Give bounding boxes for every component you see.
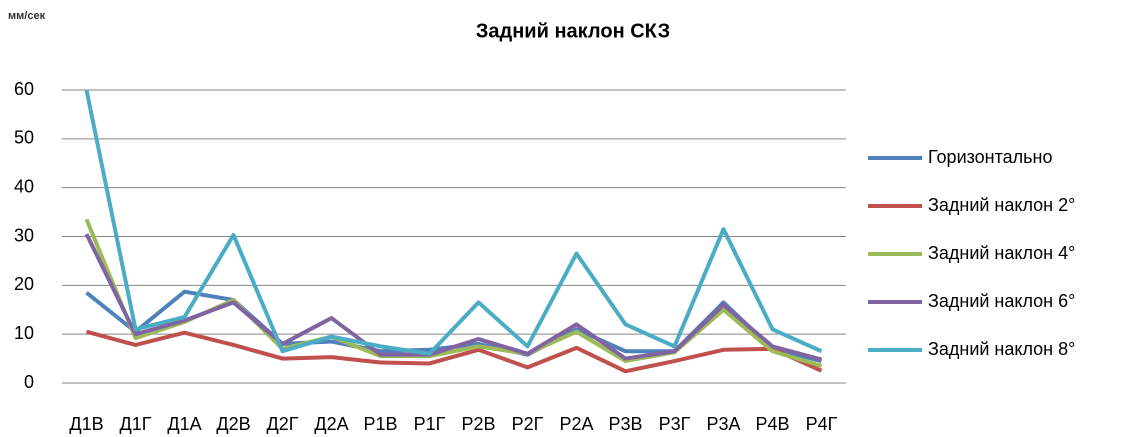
legend-label: Задний наклон 6° xyxy=(928,291,1075,311)
x-tick-label: Д1Г xyxy=(120,414,152,434)
y-tick-label: 30 xyxy=(14,225,34,245)
x-tick-label: Д1А xyxy=(167,414,201,434)
x-tick-label: Р3В xyxy=(608,414,642,434)
x-tick-label: Р3Г xyxy=(659,414,691,434)
x-tick-label: Р2А xyxy=(559,414,593,434)
x-tick-label: Д1В xyxy=(69,414,103,434)
legend-label: Задний наклон 4° xyxy=(928,243,1075,263)
y-tick-label: 0 xyxy=(24,372,34,392)
series-line xyxy=(85,329,823,374)
legend-label: Задний наклон 2° xyxy=(928,195,1075,215)
chart-title: Задний наклон СКЗ xyxy=(476,20,670,42)
y-tick-label: 20 xyxy=(14,274,34,294)
legend-label: Горизонтально xyxy=(928,147,1053,167)
y-tick-label: 10 xyxy=(14,323,34,343)
x-tick-label: Д2А xyxy=(314,414,348,434)
x-tick-label: Р1В xyxy=(363,414,397,434)
legend-label: Задний наклон 8° xyxy=(928,339,1075,359)
x-tick-label: Д2В xyxy=(216,414,250,434)
y-tick-label: 50 xyxy=(14,128,34,148)
unit-label: мм/сек xyxy=(8,10,46,22)
x-tick-label: Р2В xyxy=(461,414,495,434)
y-tick-label: 40 xyxy=(14,176,34,196)
x-tick-label: Р4Г xyxy=(806,414,838,434)
x-tick-label: Р4В xyxy=(755,414,789,434)
series-line xyxy=(84,233,823,362)
x-tick-label: Р3А xyxy=(706,414,740,434)
series-line xyxy=(84,89,823,356)
x-tick-label: Р1Г xyxy=(414,414,446,434)
x-tick-label: Д2Г xyxy=(267,414,299,434)
y-tick-label: 60 xyxy=(14,79,34,99)
x-tick-label: Р2Г xyxy=(512,414,544,434)
